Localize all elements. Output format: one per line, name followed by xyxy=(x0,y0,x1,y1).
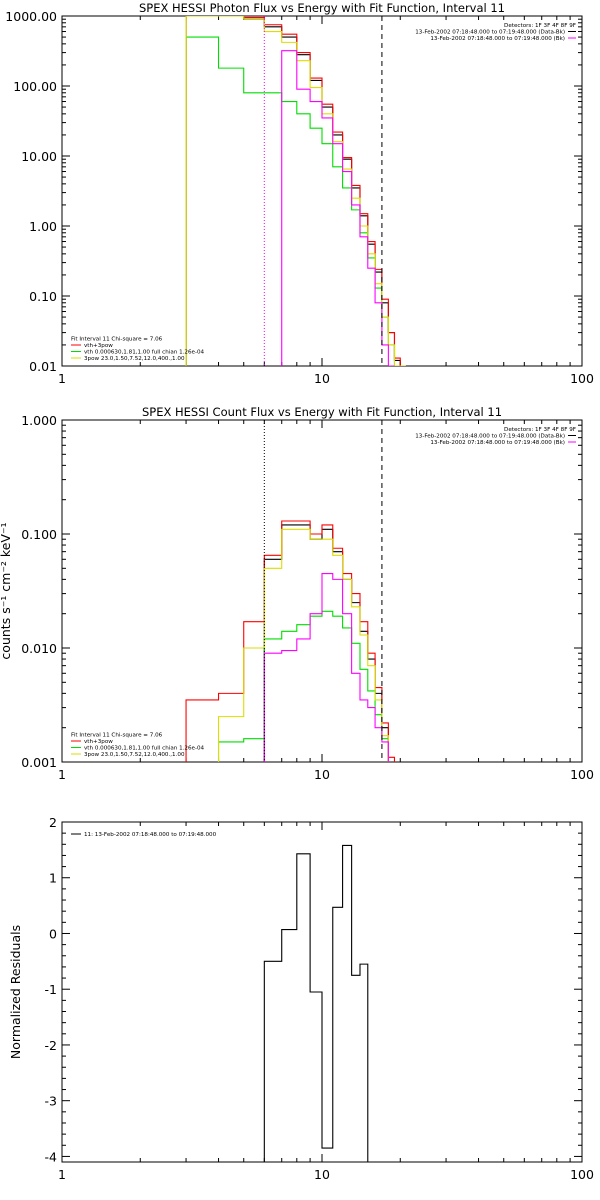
panel1-series-3-line xyxy=(185,36,406,366)
panel1-legend-left-entry-2: vth 0.000630,1.81,1.00 full chian 1.26e-… xyxy=(84,350,205,356)
panel2-y-tick-label: 0.001 xyxy=(21,755,57,770)
panel1-legend-fit-info: Fit Interval 11 Chi-square = 7.06 xyxy=(71,337,163,343)
panel3-legend-entry-1: 11: 13-Feb-2002 07:18:48.000 to 07:19:48… xyxy=(84,832,217,838)
panel1-x-tick-label: 10 xyxy=(314,371,330,386)
panel1-legend-left-entry-3: 3pow 23.0,1.50,7.52,12.0,400.,1.00 xyxy=(84,356,185,362)
panel1-legend-left-entry-1: vth+3pow xyxy=(84,343,113,349)
panel1-legend-right-entry-1: 13-Feb-2002 07:18:48.000 to 07:19:48.000… xyxy=(415,30,565,36)
panel3-x-tick-label: 1 xyxy=(58,1167,66,1182)
panel3-y-tick-label: 2 xyxy=(49,815,57,830)
panel3-x-tick-label: 100 xyxy=(570,1167,594,1182)
panel1-y-tick-label: 1000.00 xyxy=(5,9,57,24)
panel3-y-tick-label: -2 xyxy=(45,1038,57,1053)
panel2-legend-right-entry-2: 13-Feb-2002 07:18:48.000 to 07:19:48.000… xyxy=(430,440,565,446)
panel3-y-tick-label: -1 xyxy=(45,982,57,997)
panel1-series-5-line xyxy=(281,50,395,366)
panel1-frame xyxy=(61,15,583,367)
panel2-y-tick-label: 0.100 xyxy=(21,527,57,542)
panel2-title: SPEX HESSI Count Flux vs Energy with Fit… xyxy=(142,405,502,419)
panel2-y-tick-label: 1.000 xyxy=(21,413,57,428)
panel1-y-tick-label: 10.00 xyxy=(21,149,57,164)
panel3-y-tick-label: 0 xyxy=(49,926,57,941)
panel2-series-4-line xyxy=(217,528,389,762)
panel1-x-tick-label: 100 xyxy=(570,371,594,386)
panel1-legend-detectors: Detectors: 1F 3F 4F 8F 9F xyxy=(504,23,576,29)
panel2-x-tick-label: 10 xyxy=(314,767,330,782)
panel2-legend-fit-info: Fit Interval 11 Chi-square = 7.06 xyxy=(71,733,163,739)
panel1-y-tick-label: 0.01 xyxy=(29,359,57,374)
panel1-series-4-line xyxy=(185,16,406,366)
panel2-series-2-line xyxy=(185,520,396,762)
panel2-legend-left-entry-1: vth+3pow xyxy=(84,739,113,745)
panel2-legend-left-entry-2: vth 0.000630,1.81,1.00 full chian 1.26e-… xyxy=(84,746,205,752)
panel2-x-tick-label: 1 xyxy=(58,767,66,782)
panel2-legend-detectors: Detectors: 1F 3F 4F 8F 9F xyxy=(504,427,576,433)
panel1-title: SPEX HESSI Photon Flux vs Energy with Fi… xyxy=(139,1,505,15)
panel3-series-1-line xyxy=(263,844,369,1162)
panel1-legend-right-entry-2: 13-Feb-2002 07:18:48.000 to 07:19:48.000… xyxy=(430,36,565,42)
panel3-y-tick-label: -3 xyxy=(45,1094,57,1109)
panel3-x-tick-label: 10 xyxy=(314,1167,330,1182)
panel3-y-tick-label: -4 xyxy=(45,1149,58,1164)
panel2-legend-left-entry-3: 3pow 23.0,1.50,7.52,12.0,400.,1.00 xyxy=(84,752,185,758)
panel1-x-tick-label: 1 xyxy=(58,371,66,386)
panel2-x-tick-label: 100 xyxy=(570,767,594,782)
panel2-legend-right-entry-1: 13-Feb-2002 07:18:48.000 to 07:19:48.000… xyxy=(415,434,565,440)
panel3-y-tick-label: 1 xyxy=(49,871,57,886)
panel2-y-tick-label: 0.010 xyxy=(21,641,57,656)
panel1-y-tick-label: 100.00 xyxy=(13,79,57,94)
panel3-y-axis-label: Normalized Residuals xyxy=(8,925,23,1059)
panel1-y-tick-label: 1.00 xyxy=(29,219,57,234)
panel2-series-5-line xyxy=(263,572,389,762)
panel2-y-axis-label: counts s⁻¹ cm⁻² keV⁻¹ xyxy=(0,522,13,659)
panel1-y-tick-label: 0.10 xyxy=(29,289,57,304)
